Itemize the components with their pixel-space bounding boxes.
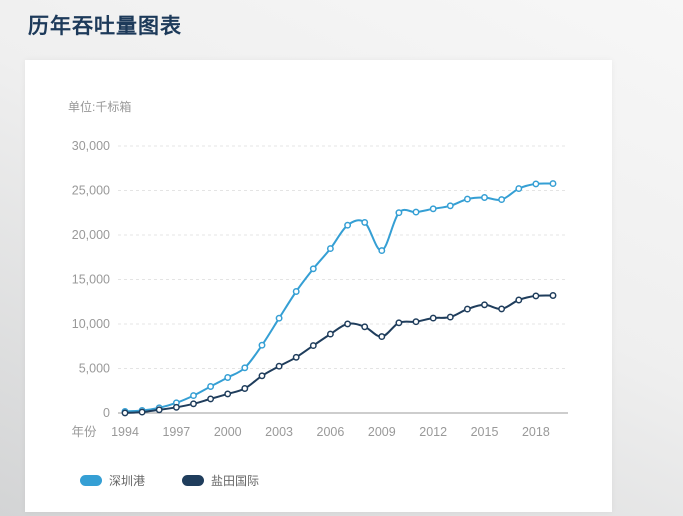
legend: 深圳港 盐田国际 [80,472,259,489]
x-axis-tick-label: 2012 [419,425,447,439]
data-point-marker [378,333,386,341]
data-point-marker [549,292,557,299]
data-point-marker [207,383,215,390]
chart-panel: 单位:千标箱 0 5,000 10,000 15,000 20,000 25,000 30,… [25,60,612,512]
data-point-marker [121,409,129,417]
data-point-marker [515,185,523,193]
y-axis-tick-label: 15,000 [72,273,110,287]
chart-canvas: 0 5,000 10,000 15,000 20,000 25,000 30,000 1994… [71,139,568,439]
y-axis-tick-label: 5,000 [79,362,110,376]
data-point-marker [361,323,369,331]
data-point-marker [292,288,300,295]
data-point-marker [429,205,437,213]
data-point-marker [395,209,403,217]
x-axis-tick-label: 2018 [522,425,550,439]
y-axis-tick-label: 0 [103,406,110,420]
data-point-marker [532,292,540,300]
data-point-marker [361,218,369,226]
legend-swatch-shenzhen-port [80,475,102,486]
data-point-marker [498,196,506,204]
data-point-marker [326,330,334,338]
data-point-marker [412,208,420,216]
data-point-marker [138,408,146,416]
data-point-marker [378,247,386,255]
data-point-marker [224,374,232,381]
data-point-marker [207,395,215,403]
x-axis-tick-label: 2003 [265,425,293,439]
x-axis-tick-label: 2006 [317,425,345,439]
series-line-shenzhen-port [124,182,554,413]
data-point-marker [224,390,232,398]
data-point-marker [241,385,249,392]
data-point-marker [446,202,454,210]
x-axis-tick-label: 1997 [162,425,190,439]
data-point-marker [326,245,334,253]
legend-label-shenzhen-port: 深圳港 [109,474,146,488]
legend-item-shenzhen-port[interactable]: 深圳港 [80,472,145,489]
data-point-marker [190,392,197,400]
data-point-marker [395,319,403,327]
data-point-marker [498,305,506,313]
series-line-yantian-intl [124,294,554,414]
y-axis-tick-label: 30,000 [72,139,110,153]
data-point-marker [532,180,540,188]
data-point-marker [344,320,352,328]
data-point-marker [481,301,488,309]
data-point-marker [446,313,454,321]
y-axis-tick-label: 10,000 [72,317,110,331]
x-axis-tick-label: 1994 [111,425,139,439]
data-point-marker [549,180,557,188]
legend-swatch-yantian-intl [182,475,205,486]
page-title: 历年吞吐量图表 [28,15,182,38]
data-point-marker [258,341,266,349]
data-point-marker [309,342,317,350]
data-point-marker [463,305,471,313]
data-point-marker [241,364,249,372]
data-point-marker [344,221,352,229]
data-point-marker [155,406,163,414]
data-point-marker [190,400,197,408]
data-point-marker [463,195,471,203]
data-point-marker [292,353,300,361]
data-point-marker [275,362,283,370]
data-point-marker [172,403,180,411]
data-point-marker [481,194,488,201]
legend-label-yantian-intl: 盐田国际 [211,474,260,488]
data-point-marker [309,265,317,273]
data-point-marker [258,372,266,380]
x-axis-tick-label: 2000 [214,425,242,439]
y-axis-tick-label: 25,000 [72,184,110,198]
y-axis-tick-label: 20,000 [72,228,110,242]
chart-generated: 0 5,000 10,000 15,000 20,000 25,000 30,000 1994… [72,139,568,439]
data-point-marker [412,318,420,326]
x-axis-name-label: 年份 [71,425,97,439]
data-point-marker [275,314,283,322]
data-point-marker [515,296,523,304]
legend-item-yantian-intl[interactable]: 盐田国际 [182,472,259,489]
unit-label: 单位:千标箱 [68,100,132,114]
data-point-marker [429,314,437,322]
x-axis-tick-label: 2009 [368,425,396,439]
x-axis-tick-label: 2015 [471,425,499,439]
